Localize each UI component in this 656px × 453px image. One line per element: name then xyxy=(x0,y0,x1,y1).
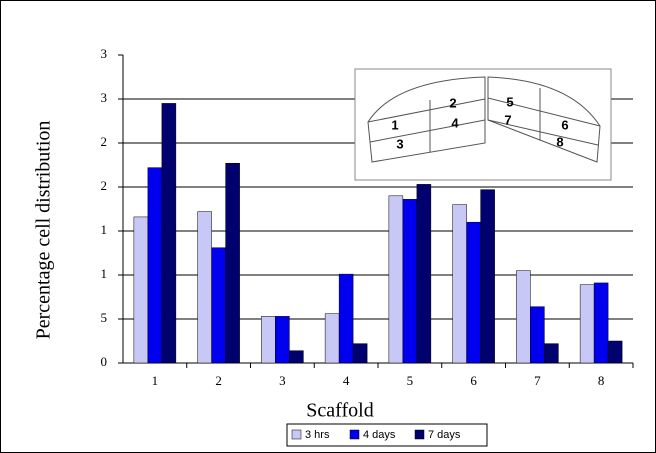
y-axis-label: Percentage cell distribution xyxy=(33,121,55,340)
bar xyxy=(466,221,481,364)
legend-swatch xyxy=(414,429,425,440)
inset-label: 7 xyxy=(504,112,511,127)
legend-label: 7 days xyxy=(428,429,461,441)
y-tick-label: 0 xyxy=(101,354,108,369)
bar xyxy=(544,343,559,364)
bar xyxy=(579,284,595,364)
inset-label: 5 xyxy=(506,94,513,109)
bar xyxy=(324,313,340,364)
bar xyxy=(261,316,276,364)
inset-label: 8 xyxy=(556,134,563,149)
bar xyxy=(161,103,177,364)
y-tick-label: 5 xyxy=(101,310,108,325)
bar xyxy=(607,340,623,364)
bar xyxy=(275,316,290,364)
bar xyxy=(452,204,467,364)
y-tick-label: 1 xyxy=(101,222,108,237)
bar xyxy=(289,350,304,364)
inset-label: 6 xyxy=(561,117,568,132)
inset-label: 1 xyxy=(391,117,398,132)
x-tick-label: 7 xyxy=(534,373,541,388)
bar xyxy=(352,343,368,364)
bar xyxy=(516,270,531,364)
legend-swatch xyxy=(349,429,360,440)
bar xyxy=(530,306,545,364)
bar xyxy=(225,162,240,364)
bar xyxy=(338,273,354,364)
bar xyxy=(211,247,226,364)
legend-swatch xyxy=(291,429,302,440)
legend-label: 4 days xyxy=(363,429,396,441)
inset-right-lines xyxy=(487,88,601,146)
inset-label: 2 xyxy=(449,95,456,110)
x-tick-label: 5 xyxy=(407,373,414,388)
inset-label: 3 xyxy=(396,136,403,151)
inset-left-lines xyxy=(367,98,486,152)
bar xyxy=(197,211,212,364)
y-tick-label: 2 xyxy=(101,178,108,193)
legend-box xyxy=(286,423,488,447)
bar xyxy=(388,195,404,364)
bar xyxy=(593,282,609,364)
x-tick-label: 6 xyxy=(470,373,477,388)
x-tick-label: 4 xyxy=(343,373,350,388)
bar xyxy=(147,167,163,364)
bar xyxy=(402,199,418,364)
inset: 1 2 3 4 5 6 7 8 xyxy=(354,68,612,181)
inset-label: 4 xyxy=(451,115,459,130)
x-tick-label: 8 xyxy=(598,373,605,388)
y-tick-label: 1 xyxy=(101,266,108,281)
y-tick-label: 3 xyxy=(101,46,108,61)
x-axis-label: Scaffold xyxy=(306,400,373,422)
x-tick-label: 1 xyxy=(152,373,159,388)
inset-left-piece xyxy=(367,76,486,163)
bar xyxy=(480,189,495,364)
x-tick-label: 3 xyxy=(279,373,286,388)
x-tick-label: 2 xyxy=(215,373,222,388)
bar xyxy=(416,184,432,364)
bar xyxy=(133,216,149,364)
legend-label: 3 hrs xyxy=(305,429,330,441)
y-tick-label: 2 xyxy=(101,134,108,149)
inset-right-piece xyxy=(487,76,601,163)
y-tick-label: 3 xyxy=(101,90,108,105)
